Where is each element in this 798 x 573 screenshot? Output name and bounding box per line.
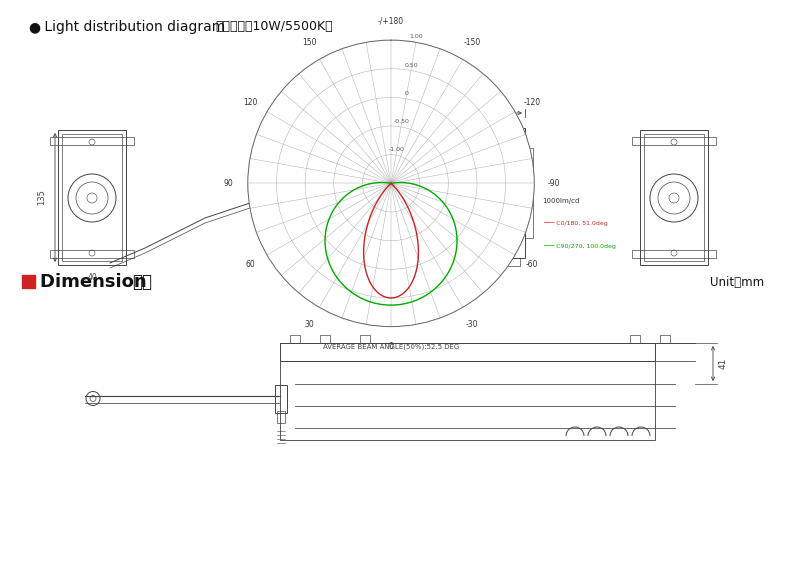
Text: Unit：mm: Unit：mm bbox=[710, 276, 764, 288]
Bar bbox=[644, 134, 704, 261]
Bar bbox=[640, 130, 708, 265]
Bar bbox=[275, 384, 287, 413]
Bar bbox=[360, 335, 370, 343]
Bar bbox=[50, 250, 134, 258]
Bar bbox=[58, 130, 126, 265]
Bar bbox=[277, 410, 285, 422]
Text: 1.00: 1.00 bbox=[409, 34, 423, 40]
Text: ─── C0/180, 51.0deg: ─── C0/180, 51.0deg bbox=[543, 221, 607, 226]
Text: 尺寸: 尺寸 bbox=[132, 273, 152, 291]
Text: -1.00: -1.00 bbox=[389, 147, 405, 152]
Bar bbox=[22, 275, 35, 288]
Bar bbox=[320, 335, 330, 343]
Text: -0.50: -0.50 bbox=[393, 119, 409, 124]
Bar bbox=[290, 335, 300, 343]
Text: 265: 265 bbox=[405, 97, 425, 107]
Text: 配光曲线（10W/5500K）: 配光曲线（10W/5500K） bbox=[215, 20, 333, 33]
Text: Light distribution diagram: Light distribution diagram bbox=[40, 20, 230, 34]
Bar bbox=[297, 148, 305, 238]
Bar bbox=[315, 136, 515, 250]
Bar bbox=[280, 343, 655, 361]
Text: ●: ● bbox=[28, 20, 40, 34]
Text: ─── C90/270, 100.0deg: ─── C90/270, 100.0deg bbox=[543, 244, 615, 249]
Bar bbox=[632, 250, 716, 258]
Bar bbox=[525, 148, 533, 238]
Text: Dimension: Dimension bbox=[40, 273, 153, 291]
Bar bbox=[280, 361, 655, 440]
Text: 0: 0 bbox=[405, 91, 409, 96]
Bar bbox=[62, 134, 122, 261]
Text: 0.50: 0.50 bbox=[405, 62, 418, 68]
Text: AVERAGE BEAM ANGLE(50%):52.5 DEG: AVERAGE BEAM ANGLE(50%):52.5 DEG bbox=[323, 344, 459, 350]
Bar bbox=[305, 128, 525, 258]
Bar bbox=[310, 258, 520, 266]
Bar bbox=[660, 335, 670, 343]
Bar bbox=[632, 137, 716, 145]
Bar bbox=[50, 137, 134, 145]
Text: 1000lm/cd: 1000lm/cd bbox=[543, 198, 580, 203]
Text: 40: 40 bbox=[87, 273, 97, 282]
Bar bbox=[630, 335, 640, 343]
Text: 135: 135 bbox=[38, 190, 46, 206]
Text: 41: 41 bbox=[719, 358, 728, 368]
